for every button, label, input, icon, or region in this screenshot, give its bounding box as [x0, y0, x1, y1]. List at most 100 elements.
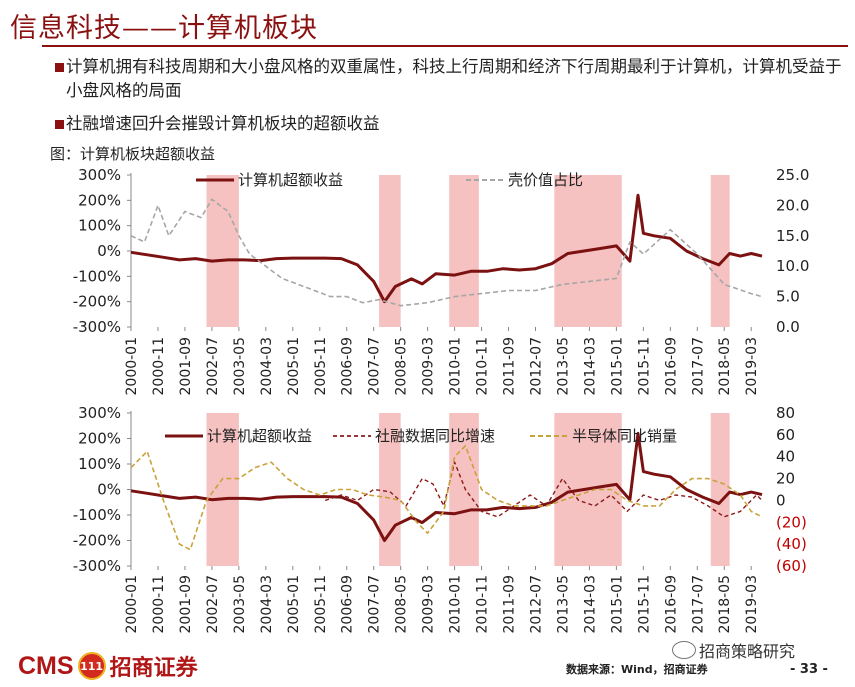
legend-label: 计算机超额收益 — [238, 171, 343, 189]
y-left-tick-label: -300% — [73, 318, 121, 336]
series-line — [324, 461, 763, 518]
x-tick-label: 2018-05 — [717, 337, 733, 396]
x-tick-label: 2005-11 — [313, 575, 329, 634]
x-tick-label: 2018-05 — [717, 575, 733, 634]
bullet-marker — [55, 120, 64, 129]
x-tick-label: 2013-05 — [555, 575, 571, 634]
page-number: - 33 - — [790, 662, 828, 677]
x-tick-label: 2011-09 — [502, 337, 518, 396]
x-tick-label: 2010-11 — [475, 575, 491, 634]
x-tick-label: 2011-09 — [502, 575, 518, 634]
x-tick-label: 2003-05 — [232, 575, 248, 634]
y-left-tick-label: 300% — [78, 404, 121, 422]
y-right-tick-label: 80 — [776, 404, 795, 422]
bullet-text: 计算机拥有科技周期和大小盘风格的双重属性，科技上行周期和经济下行周期最利于计算机… — [66, 57, 842, 100]
y-right-tick-label: 0.0 — [776, 318, 800, 336]
series-line — [130, 193, 763, 304]
wechat-account: 招商策略研究 — [672, 638, 795, 662]
x-tick-label: 2019-03 — [744, 337, 760, 396]
x-tick-label: 2000-01 — [124, 337, 140, 396]
x-tick-label: 2010-11 — [475, 337, 491, 396]
x-tick-label: 2010-01 — [448, 575, 464, 634]
x-tick-label: 2015-11 — [636, 337, 652, 396]
cms-badge-icon: 111 — [77, 652, 106, 680]
x-tick-label: 2015-01 — [609, 337, 625, 396]
cms-logo: CMS 111 招商证券 — [18, 650, 198, 682]
shaded-period — [206, 413, 239, 566]
y-left-tick-label: 0% — [97, 242, 121, 260]
shaded-period — [379, 413, 401, 566]
x-tick-label: 2006-09 — [340, 337, 356, 396]
x-tick-label: 2000-11 — [151, 337, 167, 396]
data-source: 数据来源：Wind，招商证券 — [566, 663, 708, 676]
x-tick-label: 2001-09 — [178, 337, 194, 396]
x-tick-label: 2016-09 — [663, 337, 679, 396]
y-right-tick-label: 5.0 — [776, 288, 800, 306]
series-line — [130, 198, 763, 307]
y-left-tick-label: -100% — [73, 506, 121, 524]
shaded-period — [554, 175, 622, 327]
page-title: 信息科技——计算机板块 — [10, 13, 318, 44]
x-tick-label: 2013-05 — [555, 337, 571, 396]
x-tick-label: 2008-05 — [394, 575, 410, 634]
figure-caption: 图：计算机板块超额收益 — [50, 145, 216, 163]
x-tick-label: 2004-03 — [259, 337, 275, 396]
x-tick-label: 2008-05 — [394, 337, 410, 396]
shaded-period — [206, 175, 239, 327]
x-tick-label: 2007-07 — [367, 337, 383, 396]
y-left-tick-label: 100% — [78, 217, 121, 235]
series-line — [130, 445, 763, 551]
x-tick-label: 2019-03 — [744, 575, 760, 634]
legend-label: 计算机超额收益 — [207, 427, 312, 445]
cms-logo-text: CMS — [18, 651, 74, 680]
bullet-text: 社融增速回升会摧毁计算机板块的超额收益 — [66, 114, 380, 133]
x-tick-label: 2010-01 — [448, 337, 464, 396]
series-line — [130, 431, 763, 542]
x-tick-label: 2005-11 — [313, 337, 329, 396]
x-tick-label: 2014-03 — [582, 337, 598, 396]
x-tick-label: 2002-07 — [205, 337, 221, 396]
wechat-icon — [672, 641, 696, 659]
y-left-tick-label: 200% — [78, 191, 121, 209]
x-tick-label: 2009-03 — [421, 575, 437, 634]
y-right-tick-label: 15.0 — [776, 227, 809, 245]
title-divider — [42, 45, 848, 47]
x-tick-label: 2012-07 — [528, 337, 544, 396]
y-left-tick-label: 200% — [78, 430, 121, 448]
y-right-tick-label: (60) — [776, 557, 807, 575]
x-tick-label: 2000-01 — [124, 575, 140, 634]
y-left-tick-label: 100% — [78, 455, 121, 473]
x-tick-label: 2001-09 — [178, 575, 194, 634]
y-right-tick-label: 20.0 — [776, 196, 809, 214]
x-tick-label: 2004-03 — [259, 575, 275, 634]
x-tick-label: 2007-07 — [367, 575, 383, 634]
x-tick-label: 2003-05 — [232, 337, 248, 396]
y-right-tick-label: 20 — [776, 470, 795, 488]
brand-name: 招商证券 — [109, 655, 198, 681]
x-tick-label: 2006-09 — [340, 575, 356, 634]
shaded-period — [449, 175, 479, 327]
wechat-label: 招商策略研究 — [699, 642, 796, 661]
bullet-marker — [55, 63, 64, 72]
y-left-tick-label: 300% — [78, 166, 121, 184]
shaded-period — [554, 413, 622, 566]
x-tick-label: 2000-11 — [151, 575, 167, 634]
legend-label: 壳价值占比 — [508, 171, 583, 189]
y-left-tick-label: -200% — [73, 532, 121, 550]
y-right-tick-label: (40) — [776, 535, 807, 553]
shaded-period — [710, 175, 730, 327]
x-tick-label: 2005-01 — [286, 337, 302, 396]
y-right-tick-label: 40 — [776, 448, 795, 466]
y-left-tick-label: -100% — [73, 267, 121, 285]
x-tick-label: 2015-11 — [636, 575, 652, 634]
shaded-period — [379, 175, 401, 327]
y-right-tick-label: 25.0 — [776, 166, 809, 184]
y-right-tick-label: 0 — [776, 491, 786, 509]
y-right-tick-label: 60 — [776, 426, 795, 444]
shaded-period — [449, 413, 479, 566]
legend-label: 社融数据同比增速 — [375, 427, 495, 445]
x-tick-label: 2002-07 — [205, 575, 221, 634]
x-tick-label: 2012-07 — [528, 575, 544, 634]
x-tick-label: 2015-01 — [609, 575, 625, 634]
